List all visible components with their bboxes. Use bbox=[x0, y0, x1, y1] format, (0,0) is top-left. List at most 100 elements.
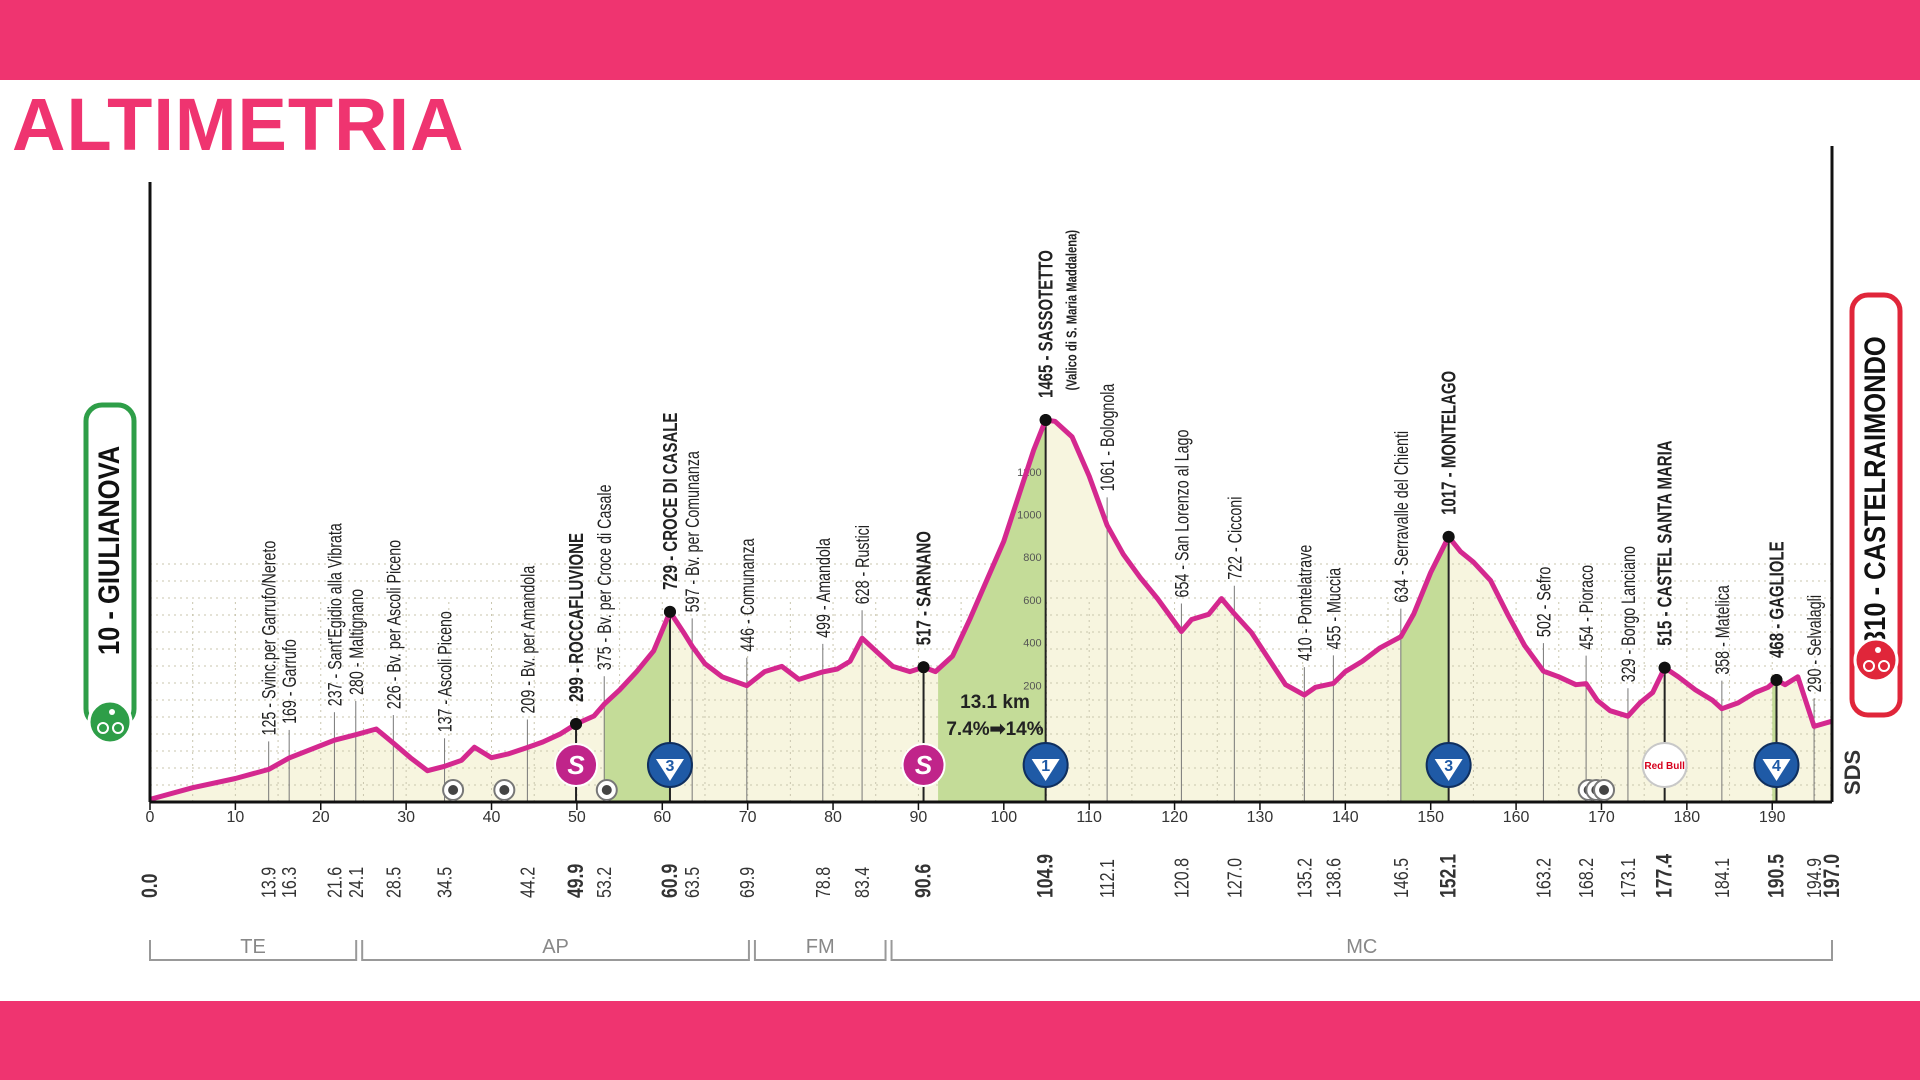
waypoint-label-group: 517 - SARNANO bbox=[912, 531, 935, 645]
waypoint-label-group: 597 - Bv. per Comunanza bbox=[682, 451, 703, 613]
km-label: 190.5 bbox=[1765, 854, 1789, 898]
summit-dot bbox=[1442, 530, 1455, 543]
km-label-group: 28.5 bbox=[383, 867, 405, 898]
kom-marker-label: 3 bbox=[1444, 758, 1453, 775]
waypoint-label-group: 502 - Sefro bbox=[1533, 567, 1554, 637]
summit-dot bbox=[1658, 661, 1671, 674]
waypoint-label-group: 468 - GAGLIOLE bbox=[1765, 541, 1788, 658]
kom-marker-label: 4 bbox=[1772, 758, 1781, 775]
sponsor-marker bbox=[1641, 742, 1688, 788]
y-tick-label: 1000 bbox=[1017, 510, 1041, 522]
km-label: 197.0 bbox=[1820, 854, 1844, 898]
x-tick-label: 10 bbox=[226, 809, 244, 826]
finish-badge-rider-head-icon bbox=[1875, 647, 1881, 653]
x-tick-label: 20 bbox=[312, 809, 330, 826]
km-label: 16.3 bbox=[279, 867, 301, 898]
waypoint-label-group: 290 - Selvalagli bbox=[1804, 595, 1825, 692]
waypoint-label: 515 - CASTEL SANTA MARIA bbox=[1654, 440, 1677, 646]
waypoint-label-group: 455 - Muccia bbox=[1323, 567, 1344, 649]
km-label-group: 21.6 bbox=[324, 867, 346, 898]
waypoint-label-group: 446 - Comunanza bbox=[737, 538, 758, 652]
km-label-group: 83.4 bbox=[851, 867, 873, 898]
waypoint-label-group: 729 - CROCE DI CASALE bbox=[659, 412, 682, 590]
waypoint-label-group: 654 - San Lorenzo al Lago bbox=[1171, 430, 1192, 598]
sprint-marker-label: S bbox=[567, 750, 585, 780]
province-label: TE bbox=[240, 936, 266, 958]
km-label: 138.6 bbox=[1323, 858, 1345, 898]
km-label-group: 60.9 bbox=[658, 864, 682, 898]
waypoint-label-group: 1061 - Bolognola bbox=[1097, 383, 1118, 491]
km-label: 173.1 bbox=[1617, 858, 1639, 898]
km-label-group: 24.1 bbox=[345, 867, 367, 898]
waypoint-label-group: 628 - Rustici bbox=[852, 525, 873, 604]
km-label-group: 13.9 bbox=[258, 867, 280, 898]
waypoint-label: 410 - Pontelatrave bbox=[1294, 545, 1315, 661]
x-tick-label: 80 bbox=[824, 809, 842, 826]
start-badge-label: 10 - GIULIANOVA bbox=[92, 446, 125, 655]
kom-triangle bbox=[655, 759, 684, 781]
sprint-marker bbox=[554, 743, 599, 787]
km-label-group: 184.1 bbox=[1711, 858, 1733, 898]
province-bracket bbox=[753, 940, 887, 961]
waypoint-label-group: 358 - Matelica bbox=[1712, 585, 1733, 675]
waypoint-label: 169 - Garrufo bbox=[279, 639, 300, 724]
tunnel-icon-core bbox=[1599, 785, 1610, 795]
x-tick-label: 100 bbox=[990, 809, 1017, 826]
province-bracket-line bbox=[149, 940, 358, 961]
km-label-group: 127.0 bbox=[1224, 858, 1246, 898]
waypoint-label: 654 - San Lorenzo al Lago bbox=[1171, 430, 1192, 598]
top-banner bbox=[0, 0, 1920, 80]
km-label: 21.6 bbox=[324, 867, 346, 898]
km-label: 163.2 bbox=[1533, 858, 1555, 898]
km-label: 120.8 bbox=[1171, 858, 1193, 898]
waypoint-label: 1061 - Bolognola bbox=[1097, 383, 1118, 491]
waypoint-label: 125 - Svinc.per Garrufo/Nereto bbox=[259, 541, 280, 736]
km-label: 28.5 bbox=[383, 867, 405, 898]
km-label: 104.9 bbox=[1034, 854, 1058, 898]
km-label: 127.0 bbox=[1224, 858, 1246, 898]
km-label-group: 168.2 bbox=[1575, 858, 1597, 898]
km-label-group: 177.4 bbox=[1653, 854, 1677, 898]
km-label-group: 16.3 bbox=[279, 867, 301, 898]
waypoint-label-group: 634 - Serravalle del Chienti bbox=[1391, 431, 1412, 603]
x-tick-label: 40 bbox=[483, 809, 501, 826]
km-label: 53.2 bbox=[594, 867, 616, 898]
waypoint-label: 517 - SARNANO bbox=[912, 531, 935, 645]
page-title: ALTIMETRIA bbox=[12, 83, 465, 166]
province-bracket-line bbox=[890, 940, 1833, 961]
sponsor-marker-label: Red Bull bbox=[1644, 761, 1685, 772]
finish-badge-wheel-icon bbox=[1863, 660, 1875, 672]
km-label-group: 90.6 bbox=[912, 864, 936, 898]
finish-badge-label: 310 - CASTELRAIMONDO bbox=[1858, 336, 1891, 645]
kom-triangle bbox=[1762, 759, 1791, 781]
climb-section bbox=[938, 420, 1046, 802]
waypoint-label: 209 - Bv. per Amandola bbox=[517, 565, 538, 713]
waypoint-label-group: 515 - CASTEL SANTA MARIA bbox=[1654, 440, 1677, 646]
tunnel-icon-core bbox=[448, 785, 459, 795]
waypoint-label-group: 722 - Cicconi bbox=[1224, 497, 1245, 580]
summit-dot bbox=[570, 718, 583, 731]
climb-gradient: 7.4%➡14% bbox=[946, 719, 1043, 740]
y-tick-label: 800 bbox=[1023, 552, 1041, 564]
x-tick-label: 190 bbox=[1759, 809, 1786, 826]
sds-group: SDS bbox=[1840, 750, 1865, 795]
x-tick-label: 30 bbox=[397, 809, 415, 826]
waypoint-label-group: 375 - Bv. per Croce di Casale bbox=[594, 484, 615, 670]
km-label-group: 112.1 bbox=[1096, 859, 1118, 898]
start-badge-rider-head-icon bbox=[109, 709, 115, 715]
sprint-marker bbox=[901, 743, 946, 787]
start-badge-cyclist-icon bbox=[87, 699, 133, 745]
start-badge-wheel-icon bbox=[112, 722, 124, 734]
waypoint-label-group: 137 - Ascoli Piceno bbox=[435, 611, 456, 732]
km-label-group: 120.8 bbox=[1171, 858, 1193, 898]
km-label: 90.6 bbox=[912, 864, 936, 898]
y-tick-label: 200 bbox=[1023, 680, 1041, 692]
km-label-group: 138.6 bbox=[1323, 858, 1345, 898]
start-badge-label-group: 10 - GIULIANOVA bbox=[92, 446, 125, 655]
waypoint-label: 628 - Rustici bbox=[852, 525, 873, 604]
kom-marker-label: 3 bbox=[666, 758, 675, 775]
tunnel-icon-core bbox=[499, 785, 510, 795]
province-bracket bbox=[361, 940, 750, 961]
km-label: 49.9 bbox=[564, 864, 588, 898]
km-label: 60.9 bbox=[658, 864, 682, 898]
